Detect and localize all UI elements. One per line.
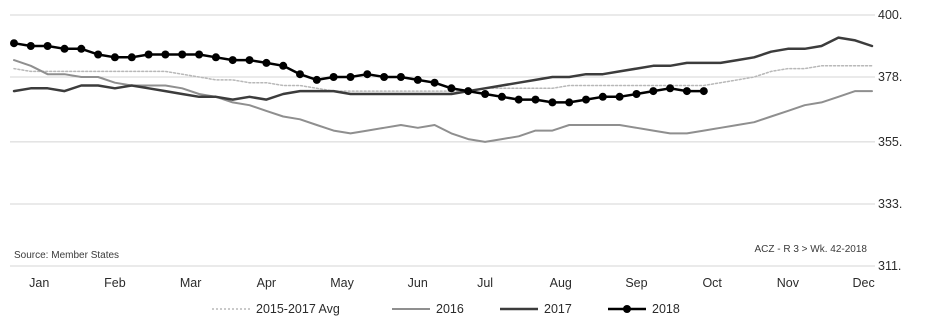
series-point: [127, 53, 136, 62]
series-point: [632, 90, 641, 98]
series-point: [363, 70, 372, 79]
series-point: [514, 95, 523, 104]
legend-label-2017: 2017: [544, 302, 572, 316]
series-point: [497, 92, 506, 101]
series-point: [565, 98, 574, 107]
grid-lines: [10, 14, 875, 267]
series-point: [245, 56, 254, 65]
series-point: [279, 61, 288, 70]
series-point: [380, 73, 389, 81]
legend-item-2018: 2018: [608, 302, 680, 316]
x-tick-label: Sep: [625, 276, 647, 290]
y-tick-label: 400.: [878, 8, 902, 22]
series-point: [10, 39, 18, 48]
series-line-1: [13, 59, 873, 143]
y-tick-label: 333.: [878, 197, 902, 211]
series-point: [481, 90, 490, 98]
x-tick-label: May: [330, 276, 354, 290]
series-point: [26, 42, 35, 50]
series-point: [262, 58, 271, 67]
series-point: [161, 50, 170, 59]
series-point: [296, 70, 304, 79]
series-point: [447, 84, 456, 93]
series-point: [346, 73, 355, 81]
legend: 2015-2017 Avg 2016 2017 2018: [212, 302, 680, 316]
x-tick-label: Mar: [180, 276, 202, 290]
source-note: Source: Member States: [14, 250, 119, 261]
series-point: [228, 56, 237, 65]
series-line-2: [12, 36, 874, 101]
x-tick-label: Nov: [777, 276, 800, 290]
series-point: [548, 98, 557, 107]
series-point: [699, 87, 708, 96]
x-axis-ticks: Jan Feb Mar Apr May Jun Jul Aug Sep Oct Nov Dec: [29, 276, 875, 290]
x-tick-label: Oct: [702, 276, 722, 290]
y-tick-label: 378.: [878, 70, 902, 84]
series-point: [682, 87, 691, 96]
series-point: [94, 50, 103, 59]
x-tick-label: Jan: [29, 276, 49, 290]
series-point: [464, 87, 473, 96]
x-tick-label: Dec: [852, 276, 874, 290]
legend-label-2018: 2018: [652, 302, 680, 316]
series-point: [195, 50, 204, 59]
reference-note: ACZ - R 3 > Wk. 42-2018: [754, 244, 867, 255]
legend-label-2016: 2016: [436, 302, 464, 316]
series-point: [531, 95, 540, 104]
legend-item-2016: 2016: [392, 302, 464, 316]
series-point: [615, 92, 624, 101]
series-point: [144, 50, 153, 59]
series-point: [60, 44, 69, 53]
legend-marker-2018: [623, 305, 631, 313]
series-point: [211, 53, 220, 62]
series-point: [430, 78, 439, 87]
y-tick-label: 311.: [878, 259, 901, 273]
y-tick-label: 355.: [878, 135, 902, 149]
series-point: [312, 75, 321, 84]
series-point: [598, 92, 607, 101]
legend-label-avg: 2015-2017 Avg: [256, 302, 340, 316]
series-point: [110, 53, 119, 62]
x-tick-label: Jun: [408, 276, 428, 290]
legend-item-2017: 2017: [500, 302, 572, 316]
series-line-0: [13, 65, 873, 92]
series-point: [77, 44, 86, 53]
series-point: [666, 84, 675, 93]
series-point: [329, 73, 338, 81]
series-point: [43, 42, 52, 50]
y-axis-ticks: 400. 378. 355. 333. 311.: [878, 8, 902, 273]
x-tick-label: Aug: [550, 276, 572, 290]
series-point: [178, 50, 187, 59]
series-point: [413, 75, 422, 84]
series-point: [649, 87, 658, 96]
series-lines: [10, 36, 874, 143]
series-point: [582, 95, 590, 104]
x-tick-label: Apr: [257, 276, 276, 290]
legend-item-avg: 2015-2017 Avg: [212, 302, 340, 316]
x-tick-label: Feb: [104, 276, 126, 290]
x-tick-label: Jul: [477, 276, 493, 290]
series-point: [396, 73, 405, 81]
